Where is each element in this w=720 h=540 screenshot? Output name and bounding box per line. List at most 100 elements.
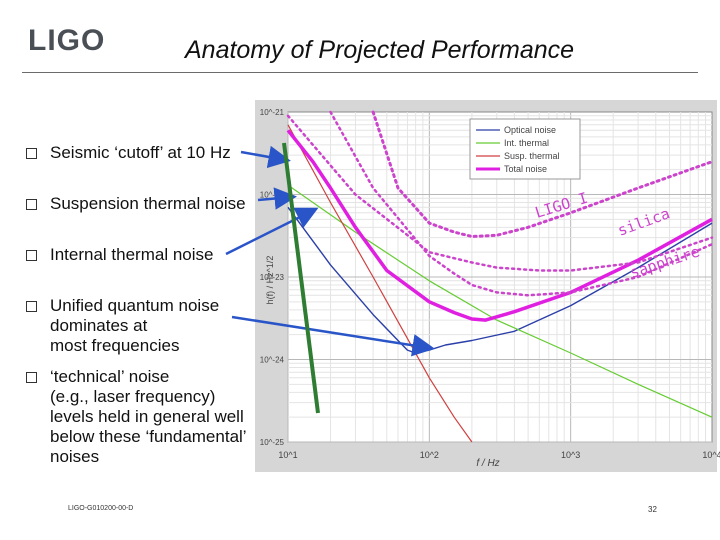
data-point-sapphire [496, 292, 498, 294]
document-id: LIGO-G010200-00-D [68, 505, 134, 512]
data-point-susp-thermal [287, 124, 289, 126]
data-point-sapphire [471, 284, 473, 286]
data-point-ligo-i [453, 231, 455, 233]
y-tick-label: 10^-25 [260, 438, 285, 447]
x-tick-label: 10^4 [702, 450, 720, 460]
data-point-ligo-i [637, 187, 639, 189]
data-point-sapphire [330, 111, 332, 113]
data-point-optical [570, 305, 572, 307]
data-point-silica [539, 270, 541, 272]
data-point-sapphire [453, 273, 455, 275]
seismic-cutoff-line [282, 142, 320, 414]
y-tick-label: 10^-22 [260, 191, 285, 200]
ligo-logo: LIGO [28, 24, 106, 57]
series-line-ligo-i [371, 110, 714, 238]
bullet-technical: ‘technical’ noise (e.g., laser frequency… [26, 367, 247, 467]
bullet-marker-icon [26, 250, 37, 261]
x-tick-label: 10^2 [420, 450, 439, 460]
data-point-int-thermal [570, 352, 572, 354]
data-point-total [386, 270, 388, 272]
legend-label: Total noise [504, 164, 547, 174]
arrow-internal [225, 207, 319, 256]
data-point-silica [570, 270, 572, 272]
data-point-total [312, 161, 314, 163]
data-point-sapphire [711, 243, 713, 245]
data-point-total [287, 130, 289, 132]
data-point-optical [372, 314, 374, 316]
data-point-int-thermal [711, 416, 713, 418]
data-point-susp-thermal [471, 441, 473, 443]
series-line-int-thermal [287, 184, 713, 418]
data-point-sapphire [570, 292, 572, 294]
data-point-silica [471, 262, 473, 264]
data-point-susp-thermal [407, 338, 409, 340]
data-point-optical [287, 206, 289, 208]
bullet-text: Internal thermal noise [50, 245, 214, 264]
data-point-silica [355, 194, 357, 196]
bullet-internal: Internal thermal noise [26, 245, 213, 265]
y-tick-label: 10^-23 [260, 273, 285, 282]
data-point-sapphire [429, 255, 431, 257]
arrow-suspension [257, 187, 297, 210]
y-tick-label: 10^-21 [260, 108, 285, 117]
data-point-int-thermal [637, 384, 639, 386]
data-point-total [355, 227, 357, 229]
data-point-total [514, 311, 516, 313]
data-point-ligo-i [429, 222, 431, 224]
slide-title: Anatomy of Projected Performance [185, 36, 575, 64]
data-point-optical [407, 349, 409, 351]
legend-label: Int. thermal [504, 138, 549, 148]
data-point-total [330, 187, 332, 189]
data-point-ligo-i [397, 187, 399, 189]
bullet-text: Seismic ‘cutoff’ at 10 Hz [50, 143, 231, 162]
data-point-susp-thermal [330, 202, 332, 204]
data-point-silica [711, 237, 713, 239]
data-point-silica [287, 115, 289, 117]
data-point-ligo-i [570, 212, 572, 214]
data-point-ligo-i [711, 161, 713, 163]
data-point-susp-thermal [372, 276, 374, 278]
bullet-text: Unified quantum noise dominates at most … [50, 296, 220, 355]
x-axis-label: f / Hz [476, 458, 499, 469]
bullet-marker-icon [26, 372, 37, 383]
data-point-total [485, 319, 487, 321]
data-point-optical [445, 344, 447, 346]
data-point-sapphire [527, 295, 529, 297]
data-point-optical [514, 330, 516, 332]
bullet-seismic: Seismic ‘cutoff’ at 10 Hz [26, 143, 231, 163]
legend-label: Susp. thermal [504, 151, 560, 161]
y-tick-label: 10^-24 [260, 356, 285, 365]
data-point-ligo-i [471, 236, 473, 238]
data-point-ligo-i [527, 227, 529, 229]
data-point-total [711, 219, 713, 221]
data-point-ligo-i [372, 111, 374, 113]
series-line-sapphire [329, 110, 714, 297]
data-point-optical [471, 340, 473, 342]
bullet-marker-icon [26, 301, 37, 312]
series-line-susp-thermal [287, 124, 473, 443]
data-point-silica [496, 267, 498, 269]
data-point-susp-thermal [453, 416, 455, 418]
data-point-int-thermal [496, 319, 498, 321]
data-point-optical [397, 340, 399, 342]
data-point-total [453, 312, 455, 314]
x-tick-label: 10^1 [278, 450, 297, 460]
series-line-silica [286, 114, 714, 272]
data-point-int-thermal [355, 231, 357, 233]
title-rule [22, 72, 698, 73]
data-point-optical [429, 349, 431, 351]
x-tick-label: 10^3 [561, 450, 580, 460]
bullet-quantum: Unified quantum noise dominates at most … [26, 296, 219, 356]
data-point-susp-thermal [429, 377, 431, 379]
data-point-silica [429, 251, 431, 253]
y-axis-label: h(f) / Hz^1/2 [265, 256, 275, 305]
data-point-total [471, 318, 473, 320]
bullet-suspension: Suspension thermal noise [26, 194, 246, 214]
data-point-total [429, 301, 431, 303]
arrow-quantum [231, 315, 435, 357]
bullet-marker-icon [26, 148, 37, 159]
data-point-int-thermal [429, 280, 431, 282]
legend-label: Optical noise [504, 125, 556, 135]
